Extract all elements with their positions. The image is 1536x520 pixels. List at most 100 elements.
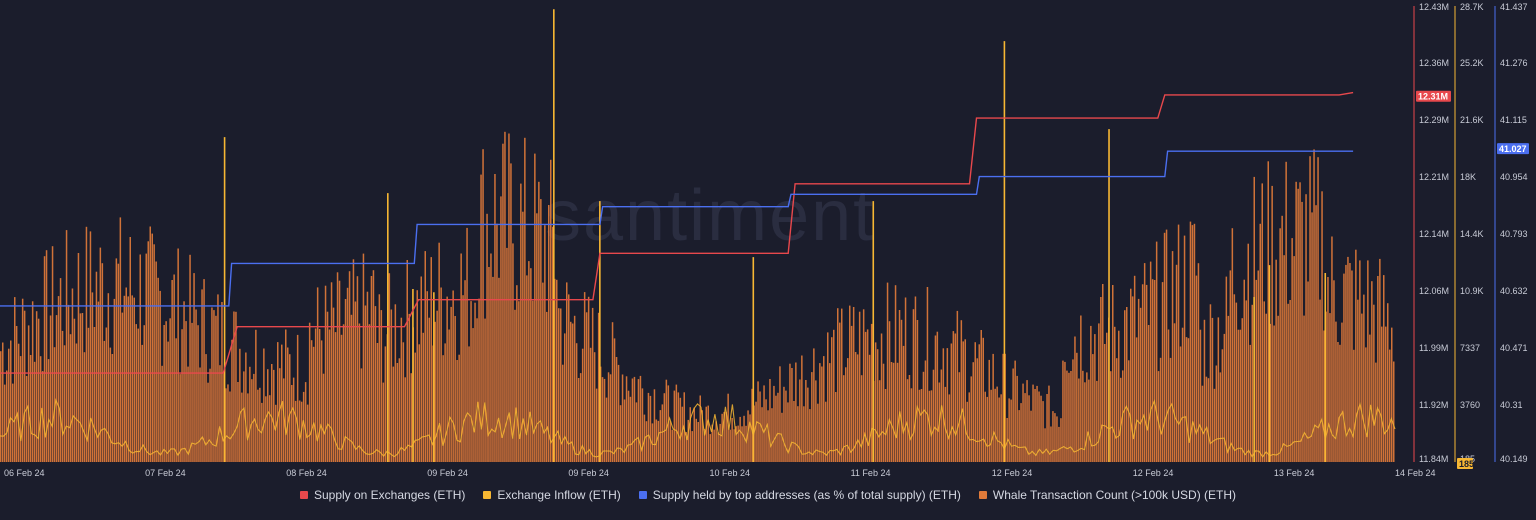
whale-bar [310,340,313,462]
whale-bar [789,363,791,462]
whale-bar [570,321,572,462]
whale-bar [579,373,582,462]
whale-bar [438,242,440,462]
whale-bar [271,364,273,462]
whale-bar [1088,379,1090,462]
whale-bar [185,321,187,462]
x-tick-label: 07 Feb 24 [145,468,186,478]
whale-bar [972,362,974,462]
legend: Supply on Exchanges (ETH) Exchange Inflo… [0,488,1536,502]
whale-bar [1034,389,1036,462]
whale-bar [15,326,18,462]
y-tick-label: 28.7K [1460,2,1484,12]
whale-bar [1185,337,1188,462]
whale-bar [831,337,833,462]
whale-bar [1377,276,1379,462]
whale-bar [581,348,584,462]
whale-bar [817,403,819,462]
whale-bar [599,366,602,462]
whale-bar [845,367,847,462]
whale-bar [948,394,951,462]
whale-bar [207,382,209,462]
whale-bar [289,354,291,462]
whale-bar [1265,313,1267,462]
whale-bar [787,402,789,462]
whale-bar [512,243,514,462]
whale-bar [1118,330,1120,462]
whale-bar [1263,301,1265,462]
whale-bar [498,277,500,462]
whale-bar [1207,378,1210,462]
whale-bar [434,321,436,462]
whale-bar [534,153,536,462]
whale-bar [187,366,189,462]
whale-bar [1126,307,1128,462]
whale-bar [827,332,829,462]
whale-bar [1173,323,1176,462]
legend-item-top-addresses[interactable]: Supply held by top addresses (as % of to… [638,488,961,502]
y-tick-label: 41.115 [1500,115,1527,125]
whale-bar [53,347,56,462]
whale-bar [89,231,92,462]
chart: santiment 12.43M 12.36M 12.29M 12.21M 12.14M… [0,2,1529,478]
whale-bar [1349,263,1351,462]
whale-bar [135,324,137,462]
whale-bar [123,295,126,462]
whale-bar [1110,371,1112,462]
exchange-inflow-line [0,397,1396,458]
whale-bar [577,378,580,462]
whale-bar [1040,395,1042,462]
whale-bar [462,295,464,462]
whale-transactions-swatch [978,491,987,499]
legend-label: Exchange Inflow (ETH) [497,488,621,502]
whale-bar [37,318,40,462]
whale-bar [251,379,253,462]
whale-bar [819,363,821,462]
whale-bar [1056,416,1058,462]
y-tick-label: 18K [1460,172,1476,182]
whale-bar [416,290,418,462]
whale-bar [713,429,715,462]
whale-bar [133,297,135,462]
whale-bar [629,396,632,462]
whale-bar [255,329,257,462]
whale-bar [691,431,693,462]
whale-bar [1137,298,1140,462]
y-tick-label: 40.632 [1500,286,1528,296]
whale-bar [1291,238,1293,462]
whale-bar [101,263,104,462]
whale-bar [496,223,498,462]
whale-bar [392,366,395,462]
whale-bar [1323,330,1325,462]
whale-bar [615,357,618,462]
whale-bar [1287,303,1289,462]
whale-bar [1281,215,1283,462]
legend-item-supply-on-exchanges[interactable]: Supply on Exchanges (ETH) [299,488,465,502]
whale-bar [627,390,630,462]
whale-bar [1074,336,1076,462]
whale-bar [374,306,377,462]
whale-bar [890,362,893,462]
whale-bar [105,327,108,462]
whale-bar [478,298,480,462]
whale-bar [55,315,58,462]
whale-bar [699,395,701,462]
whale-bar [1066,370,1068,462]
whale-bar [1267,161,1269,463]
whale-bar [1161,282,1164,462]
whale-bar [785,390,787,462]
legend-item-whale-transactions[interactable]: Whale Transaction Count (>100k USD) (ETH… [978,488,1236,502]
whale-bar [199,367,201,462]
whale-bar [675,384,678,462]
whale-bar [402,342,405,462]
legend-item-exchange-inflow[interactable]: Exchange Inflow (ETH) [483,488,621,502]
whale-bar [21,298,24,462]
whale-bar [113,298,116,462]
whale-bar [1335,321,1337,462]
whale-bar [1381,326,1383,462]
whale-bar [795,362,797,462]
whale-bar [809,409,811,462]
whale-bar [1082,370,1084,462]
whale-bar [1096,380,1098,462]
whale-bar [1131,296,1134,462]
